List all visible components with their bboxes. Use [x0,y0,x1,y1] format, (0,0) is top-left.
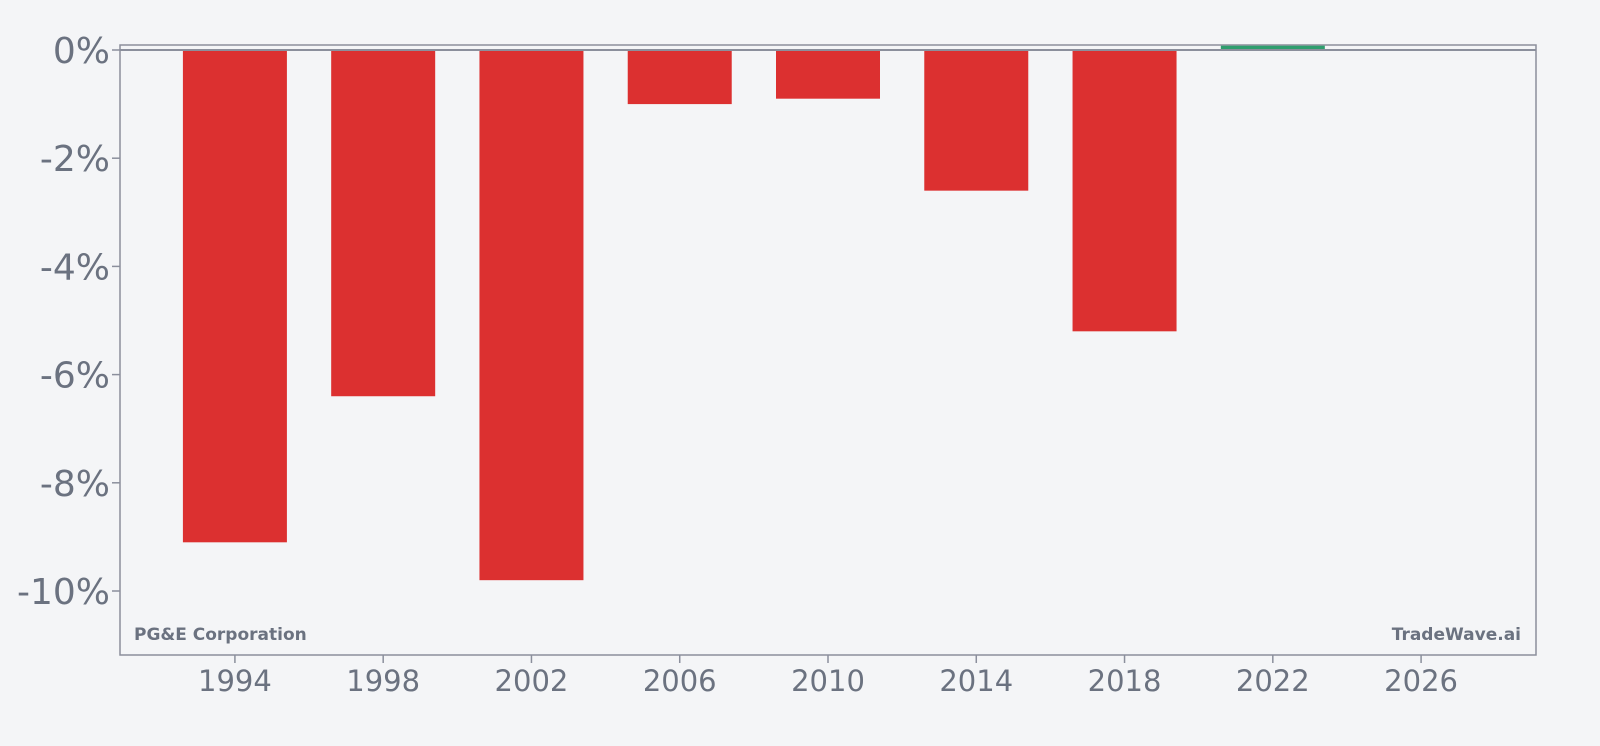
x-tick-label: 1998 [346,664,420,698]
x-tick-label: 2018 [1088,664,1162,698]
x-axis: 1994 1998 2002 2006 2010 2014 2018 2022 2026 [198,655,1458,698]
y-tick-label: -6% [40,356,110,397]
x-tick-label: 2014 [939,664,1013,698]
bar-2022 [1220,45,1325,50]
bar-2002 [479,50,584,581]
y-tick-label: -2% [40,139,110,180]
bar-1998 [331,50,436,397]
bar-2018 [1072,50,1177,332]
y-tick-label: -8% [40,464,110,505]
bar-2006 [627,50,732,105]
watermark-brand: TradeWave.ai [1392,625,1521,645]
x-tick-label: 2002 [495,664,569,698]
bars-group [182,45,1325,581]
bar-2014 [924,50,1029,191]
y-tick-label: -10% [17,572,110,613]
x-tick-label: 2022 [1236,664,1310,698]
x-tick-label: 2006 [643,664,717,698]
y-axis: 0% -2% -4% -6% -8% -10% [17,31,120,613]
x-tick-label: 2010 [791,664,865,698]
watermark-company: PG&E Corporation [134,625,307,645]
x-tick-label: 2026 [1384,664,1458,698]
bar-1994 [182,50,287,543]
x-tick-label: 1994 [198,664,272,698]
y-tick-label: -4% [40,247,110,288]
y-tick-label: 0% [53,31,110,72]
bar-2010 [776,50,880,99]
